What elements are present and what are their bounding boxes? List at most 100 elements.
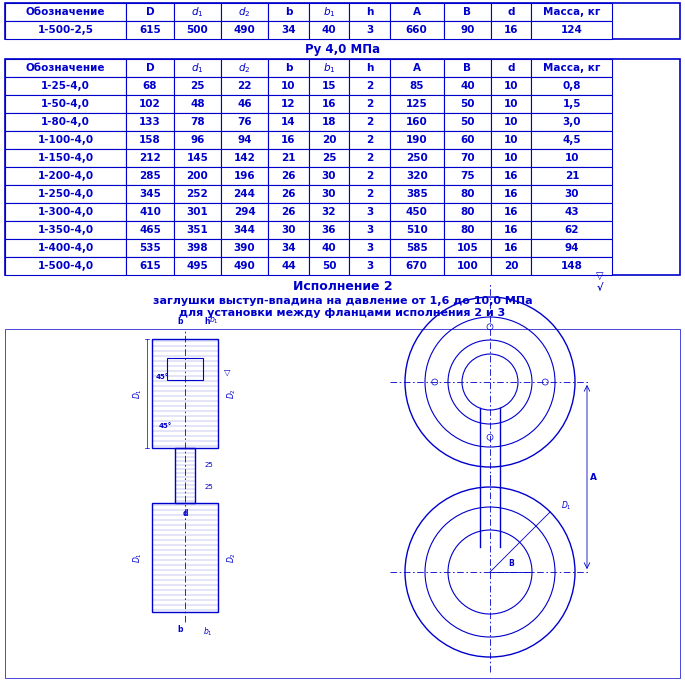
Text: 1-300-4,0: 1-300-4,0: [38, 207, 94, 217]
Text: 25: 25: [190, 81, 205, 91]
Bar: [491, 203, 532, 221]
Text: 48: 48: [190, 99, 205, 109]
Bar: [349, 185, 390, 203]
Bar: [349, 257, 390, 275]
Text: 10: 10: [504, 117, 519, 127]
Bar: [5, 59, 127, 77]
Bar: [127, 21, 174, 39]
Bar: [167, 357, 203, 380]
Bar: [444, 221, 491, 239]
Text: 68: 68: [143, 81, 158, 91]
Text: 100: 100: [456, 261, 478, 271]
Text: 2: 2: [366, 135, 373, 145]
Text: 1-100-4,0: 1-100-4,0: [38, 135, 94, 145]
Text: 212: 212: [139, 153, 161, 163]
Text: 16: 16: [504, 25, 519, 35]
Text: 252: 252: [186, 189, 208, 199]
Text: 2: 2: [366, 153, 373, 163]
Text: 0,8: 0,8: [563, 81, 582, 91]
Text: 244: 244: [234, 189, 256, 199]
Bar: [309, 203, 349, 221]
Bar: [390, 203, 444, 221]
Bar: [269, 131, 309, 149]
Text: 2: 2: [366, 189, 373, 199]
Bar: [174, 149, 221, 167]
Bar: [175, 448, 195, 503]
Bar: [491, 3, 532, 21]
Text: 490: 490: [234, 25, 256, 35]
Text: 1-50-4,0: 1-50-4,0: [41, 99, 90, 109]
Text: 96: 96: [190, 135, 205, 145]
Text: 320: 320: [406, 171, 427, 181]
Bar: [491, 167, 532, 185]
Text: B: B: [463, 63, 471, 73]
Text: $D_2$: $D_2$: [225, 388, 238, 399]
Bar: [532, 185, 612, 203]
Text: h: h: [366, 7, 373, 17]
Bar: [444, 131, 491, 149]
Text: d: d: [508, 63, 515, 73]
Text: $b_1$: $b_1$: [203, 625, 213, 637]
Bar: [269, 21, 309, 39]
Bar: [491, 239, 532, 257]
Bar: [269, 3, 309, 21]
Bar: [444, 257, 491, 275]
Bar: [221, 221, 269, 239]
Text: Ру 4,0 МПа: Ру 4,0 МПа: [305, 42, 380, 55]
Bar: [174, 185, 221, 203]
Bar: [174, 21, 221, 39]
Bar: [349, 167, 390, 185]
Text: 10: 10: [504, 153, 519, 163]
Text: 30: 30: [322, 171, 336, 181]
Bar: [221, 167, 269, 185]
Text: b: b: [177, 625, 183, 634]
Bar: [174, 257, 221, 275]
Text: 90: 90: [460, 25, 475, 35]
Text: $d_1$: $d_1$: [191, 61, 203, 75]
Bar: [127, 113, 174, 131]
Text: 125: 125: [406, 99, 427, 109]
Text: D: D: [146, 63, 154, 73]
Text: 1-250-4,0: 1-250-4,0: [38, 189, 94, 199]
Text: Обозначение: Обозначение: [26, 7, 105, 17]
Text: 535: 535: [139, 243, 161, 253]
Text: для установки между фланцами исполнения 2 и 3: для установки между фланцами исполнения …: [179, 308, 506, 318]
Text: 40: 40: [322, 25, 336, 35]
Text: $d_1$: $d_1$: [191, 5, 203, 19]
Text: A: A: [413, 7, 421, 17]
Text: 660: 660: [406, 25, 427, 35]
Text: A: A: [413, 63, 421, 73]
Text: Масса, кг: Масса, кг: [543, 7, 601, 17]
Text: 30: 30: [564, 189, 580, 199]
Bar: [309, 113, 349, 131]
Bar: [349, 131, 390, 149]
Bar: [174, 203, 221, 221]
Bar: [5, 329, 680, 678]
Text: 40: 40: [322, 243, 336, 253]
Bar: [5, 221, 127, 239]
Bar: [532, 113, 612, 131]
Text: $b_1$: $b_1$: [323, 5, 335, 19]
Bar: [349, 113, 390, 131]
Text: 3: 3: [366, 25, 373, 35]
Bar: [127, 221, 174, 239]
Text: $D_1$: $D_1$: [132, 388, 145, 399]
Bar: [532, 203, 612, 221]
Bar: [491, 95, 532, 113]
Text: 18: 18: [322, 117, 336, 127]
Text: 80: 80: [460, 189, 475, 199]
Bar: [174, 59, 221, 77]
Bar: [532, 167, 612, 185]
Text: 2: 2: [366, 81, 373, 91]
Bar: [349, 59, 390, 77]
Bar: [390, 59, 444, 77]
Bar: [390, 131, 444, 149]
Text: h: h: [204, 317, 210, 326]
Text: 25: 25: [322, 153, 336, 163]
Text: 344: 344: [234, 225, 256, 235]
Text: 2: 2: [366, 171, 373, 181]
Bar: [127, 95, 174, 113]
Text: 50: 50: [322, 261, 336, 271]
Bar: [5, 149, 127, 167]
Text: $b_1$: $b_1$: [209, 313, 219, 326]
